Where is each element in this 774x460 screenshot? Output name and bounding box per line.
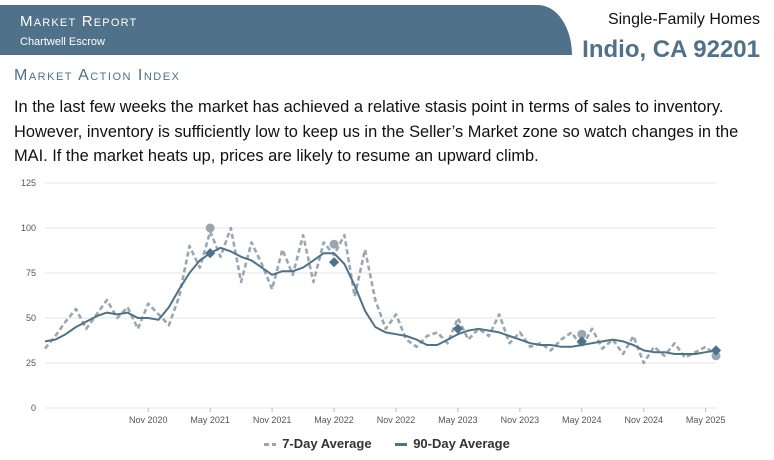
y-tick-label-50: 50 [26, 313, 36, 323]
x-tick-label: Nov 2020 [129, 415, 168, 425]
x-tick-label: May 2025 [686, 415, 726, 425]
series-90-day-line [44, 246, 717, 355]
x-tick-label: Nov 2022 [377, 415, 416, 425]
legend-item-7-day: 7-Day Average [264, 436, 372, 451]
marker-7-day-point [329, 239, 339, 249]
series-7-day-line [43, 226, 717, 365]
company-name: Chartwell Escrow [20, 36, 105, 48]
y-tick-label-0: 0 [31, 403, 36, 413]
x-tick-label: May 2022 [314, 415, 354, 425]
legend-item-90-day: 90-Day Average [395, 436, 510, 451]
legend-label-90-day: 90-Day Average [413, 436, 510, 451]
marker-90-day-point [576, 336, 587, 347]
marker-90-day-point [710, 345, 722, 356]
y-tick-label-100: 100 [21, 223, 36, 233]
section-title: Market Action Index [14, 67, 181, 84]
y-tick-label-125: 125 [21, 178, 36, 188]
chart-grid [45, 182, 716, 412]
y-tick-label-75: 75 [26, 268, 36, 278]
marker-7-day-point [711, 351, 721, 361]
x-tick-label: May 2021 [190, 415, 230, 425]
chart-series [43, 226, 717, 365]
marker-90-day-point [205, 248, 216, 259]
x-tick-label: Nov 2023 [501, 415, 540, 425]
legend-swatch-7-day [264, 443, 277, 447]
y-axis-ticks: 0 25 50 75 100 125 [21, 178, 36, 413]
x-tick-label: Nov 2024 [624, 415, 663, 425]
x-axis-ticks: Nov 2020 May 2021 Nov 2021 May 2022 Nov 2022… [129, 415, 725, 425]
report-banner: Market Report Chartwell Escrow [0, 5, 572, 55]
x-tick-label: May 2023 [438, 415, 478, 425]
chart-markers [205, 223, 722, 361]
legend-swatch-90-day [395, 443, 408, 447]
location-title: Indio, CA 92201 [582, 36, 760, 63]
market-action-index-chart: 0 25 50 75 100 125 Nov 2020 May 2021 Nov 2021 Ma… [21, 178, 725, 425]
section-paragraph: In the last few weeks the market has ach… [14, 98, 739, 165]
chart-legend: 7-Day Average 90-Day Average [0, 436, 774, 451]
x-tick-label: May 2024 [562, 415, 602, 425]
x-tick-label: Nov 2021 [253, 415, 292, 425]
legend-label-7-day: 7-Day Average [282, 436, 372, 451]
marker-90-day-point [328, 257, 340, 268]
y-tick-label-25: 25 [26, 358, 36, 368]
marker-7-day-point [577, 329, 587, 339]
marker-7-day-point [205, 223, 215, 233]
property-type: Single-Family Homes [607, 11, 760, 28]
report-title: Market Report [20, 13, 138, 30]
